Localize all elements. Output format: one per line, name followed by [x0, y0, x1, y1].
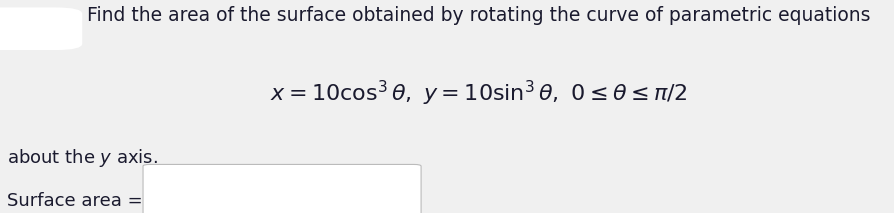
Text: Surface area =: Surface area =	[7, 192, 143, 210]
Text: Find the area of the surface obtained by rotating the curve of parametric equati: Find the area of the surface obtained by…	[87, 6, 870, 25]
FancyBboxPatch shape	[0, 7, 82, 50]
Text: about the $y$ axis.: about the $y$ axis.	[7, 147, 158, 169]
FancyBboxPatch shape	[143, 164, 421, 213]
Text: $x = 10\cos^3 \theta,\ y = 10\sin^3 \theta,\ 0 \leq \theta \leq \pi/2$: $x = 10\cos^3 \theta,\ y = 10\sin^3 \the…	[270, 79, 687, 108]
